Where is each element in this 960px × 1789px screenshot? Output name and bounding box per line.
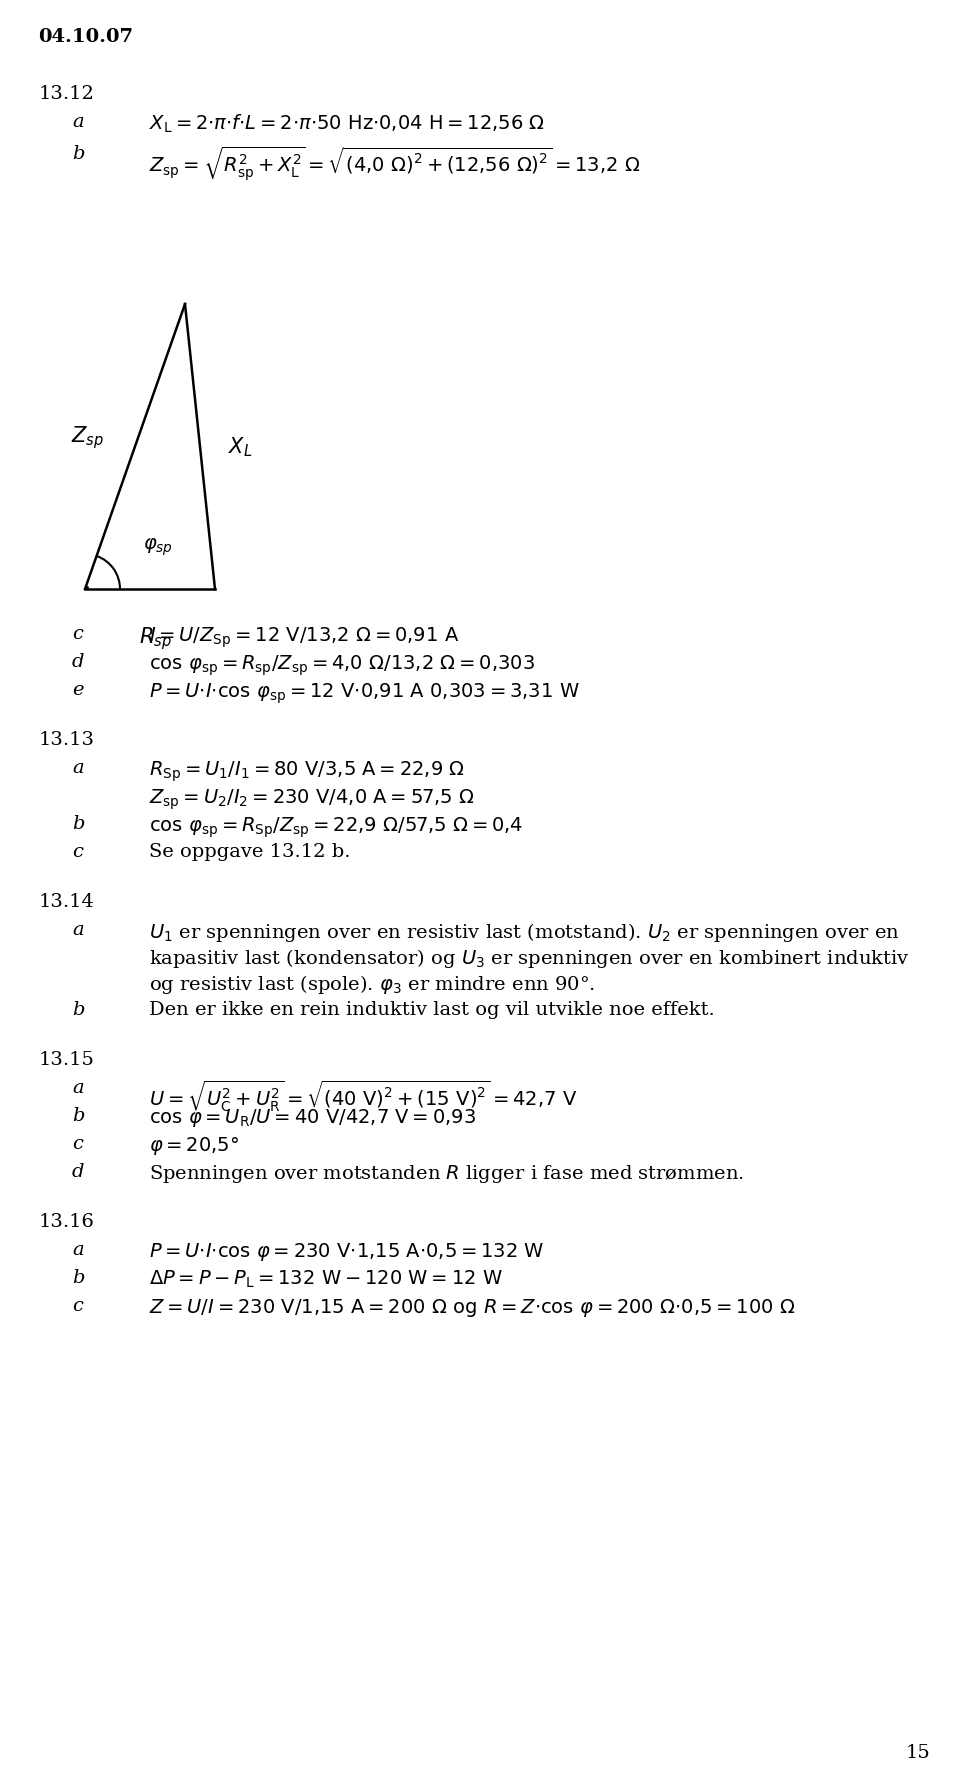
- Text: Spenningen over motstanden $R$ ligger i fase med strømmen.: Spenningen over motstanden $R$ ligger i …: [149, 1163, 744, 1184]
- Text: kapasitiv last (kondensator) og $U_3$ er spenningen over en kombinert induktiv: kapasitiv last (kondensator) og $U_3$ er…: [149, 946, 909, 970]
- Text: 13.16: 13.16: [38, 1213, 94, 1231]
- Text: $\Delta P = P - P_\mathrm{L} = 132\ \mathrm{W} - 120\ \mathrm{W} = 12\ \mathrm{W: $\Delta P = P - P_\mathrm{L} = 132\ \mat…: [149, 1268, 503, 1290]
- Text: $P = U{\cdot}I{\cdot}\cos\,\varphi = 230\ \mathrm{V}{\cdot}1{,}15\ \mathrm{A}{\c: $P = U{\cdot}I{\cdot}\cos\,\varphi = 230…: [149, 1240, 544, 1263]
- Text: 13.15: 13.15: [38, 1050, 94, 1068]
- Text: Se oppgave 13.12 b.: Se oppgave 13.12 b.: [149, 843, 350, 861]
- Text: b: b: [72, 145, 84, 163]
- Text: $U_1$ er spenningen over en resistiv last (motstand). $U_2$ er spenningen over e: $U_1$ er spenningen over en resistiv las…: [149, 921, 900, 943]
- Text: c: c: [72, 1134, 83, 1152]
- Text: d: d: [72, 653, 84, 671]
- Text: $\cos\,\varphi_\mathrm{sp} = R_\mathrm{Sp}/Z_\mathrm{sp}= 22{,}9\ \Omega/57{,}5\: $\cos\,\varphi_\mathrm{sp} = R_\mathrm{S…: [149, 814, 523, 839]
- Text: $U = \sqrt{U_\mathrm{C}^2 + U_\mathrm{R}^2} = \sqrt{\left(40\ \mathrm{V}\right)^: $U = \sqrt{U_\mathrm{C}^2 + U_\mathrm{R}…: [149, 1079, 577, 1113]
- Text: 13.13: 13.13: [38, 730, 94, 748]
- Text: $X_L$: $X_L$: [228, 435, 252, 460]
- Text: c: c: [72, 843, 83, 861]
- Text: 13.14: 13.14: [38, 893, 94, 911]
- Text: $Z_{sp}$: $Z_{sp}$: [70, 424, 104, 451]
- Text: $\varphi = 20{,}5°$: $\varphi = 20{,}5°$: [149, 1134, 239, 1156]
- Text: a: a: [72, 1240, 84, 1258]
- Text: b: b: [72, 1000, 84, 1018]
- Text: a: a: [72, 113, 84, 131]
- Text: $R_{sp}$: $R_{sp}$: [138, 624, 172, 651]
- Text: $\cos\,\varphi_\mathrm{sp} = R_\mathrm{sp}/Z_\mathrm{sp} = 4{,}0\ \Omega/13{,}2\: $\cos\,\varphi_\mathrm{sp} = R_\mathrm{s…: [149, 653, 535, 676]
- Text: $Z_\mathrm{sp} = \sqrt{R_\mathrm{sp}^2 + X_\mathrm{L}^2} = \sqrt{\left(4{,}0\ \O: $Z_\mathrm{sp} = \sqrt{R_\mathrm{sp}^2 +…: [149, 145, 640, 182]
- Text: Den er ikke en rein induktiv last og vil utvikle noe effekt.: Den er ikke en rein induktiv last og vil…: [149, 1000, 714, 1018]
- Text: $\cos\,\varphi = U_\mathrm{R}/U = 40\ \mathrm{V}/42{,}7\ \mathrm{V} = 0{,}93$: $\cos\,\varphi = U_\mathrm{R}/U = 40\ \m…: [149, 1106, 476, 1129]
- Text: $X_\mathrm{L} = 2{\cdot}\pi{\cdot}f{\cdot}L = 2{\cdot}\pi{\cdot}50\ \mathrm{Hz}{: $X_\mathrm{L} = 2{\cdot}\pi{\cdot}f{\cdo…: [149, 113, 545, 136]
- Text: a: a: [72, 759, 84, 776]
- Text: $R_\mathrm{Sp} = U_1/I_1 = 80\ \mathrm{V}/3{,}5\ \mathrm{A} = 22{,}9\ \Omega$: $R_\mathrm{Sp} = U_1/I_1 = 80\ \mathrm{V…: [149, 759, 465, 784]
- Text: $Z = U/I = 230\ \mathrm{V}/1{,}15\ \mathrm{A} = 200\ \Omega\ \mathrm{og}\ R = Z{: $Z = U/I = 230\ \mathrm{V}/1{,}15\ \math…: [149, 1297, 795, 1318]
- Text: $\varphi_{sp}$: $\varphi_{sp}$: [143, 537, 173, 558]
- Text: a: a: [72, 921, 84, 939]
- Text: 04.10.07: 04.10.07: [38, 29, 133, 47]
- Text: a: a: [72, 1079, 84, 1097]
- Text: e: e: [72, 680, 84, 699]
- Text: d: d: [72, 1163, 84, 1181]
- Text: c: c: [72, 624, 83, 642]
- Text: b: b: [72, 1268, 84, 1286]
- Text: b: b: [72, 1106, 84, 1123]
- Text: $I = U/Z_\mathrm{Sp} = 12\ \mathrm{V}/13{,}2\ \Omega = 0{,}91\ \mathrm{A}$: $I = U/Z_\mathrm{Sp} = 12\ \mathrm{V}/13…: [149, 624, 459, 649]
- Text: c: c: [72, 1297, 83, 1315]
- Text: og resistiv last (spole). $\varphi_3$ er mindre enn 90°.: og resistiv last (spole). $\varphi_3$ er…: [149, 973, 595, 995]
- Text: $P = U{\cdot}I{\cdot}\cos\,\varphi_\mathrm{sp} = 12\ \mathrm{V}{\cdot}0{,}91\ \m: $P = U{\cdot}I{\cdot}\cos\,\varphi_\math…: [149, 680, 580, 705]
- Text: 15: 15: [905, 1742, 930, 1760]
- Text: 13.12: 13.12: [38, 84, 94, 104]
- Text: $Z_\mathrm{sp} = U_2/I_2 = 230\ \mathrm{V}/4{,}0\ \mathrm{A} = 57{,}5\ \Omega$: $Z_\mathrm{sp} = U_2/I_2 = 230\ \mathrm{…: [149, 787, 474, 810]
- Text: b: b: [72, 814, 84, 832]
